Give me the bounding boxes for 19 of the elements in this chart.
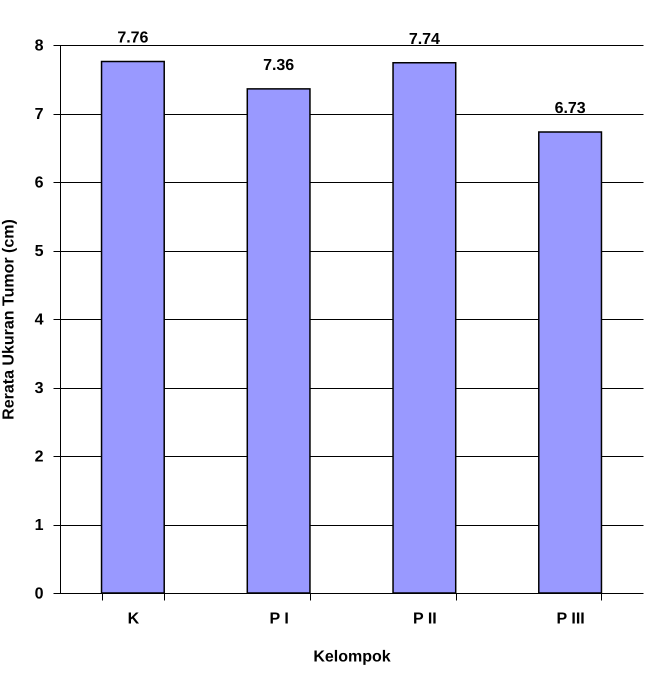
data-label: 6.73 (554, 100, 586, 117)
data-label: 7.76 (117, 29, 149, 46)
y-tick-label: 1 (34, 517, 44, 534)
x-tick-label: K (128, 610, 140, 628)
x-tick-label: P III (556, 610, 585, 628)
y-tick-label: 0 (34, 586, 44, 602)
y-tick-label: 4 (34, 312, 44, 328)
y-tick-label: 6 (34, 174, 44, 192)
x-tick-label: P I (269, 610, 289, 628)
y-tick-label: 7 (34, 106, 44, 123)
y-axis-title: Rerata Ukuran Tumor (cm) (0, 219, 18, 420)
y-tick-label: 8 (34, 38, 44, 54)
y-tick-label: 2 (34, 448, 44, 466)
x-tick-label: P II (413, 610, 437, 628)
x-axis-title: Kelompok (313, 648, 391, 666)
y-tick-label: 3 (34, 380, 44, 397)
data-label: 7.36 (263, 56, 294, 74)
data-label: 7.74 (408, 30, 440, 48)
y-tick-label: 5 (34, 243, 44, 260)
